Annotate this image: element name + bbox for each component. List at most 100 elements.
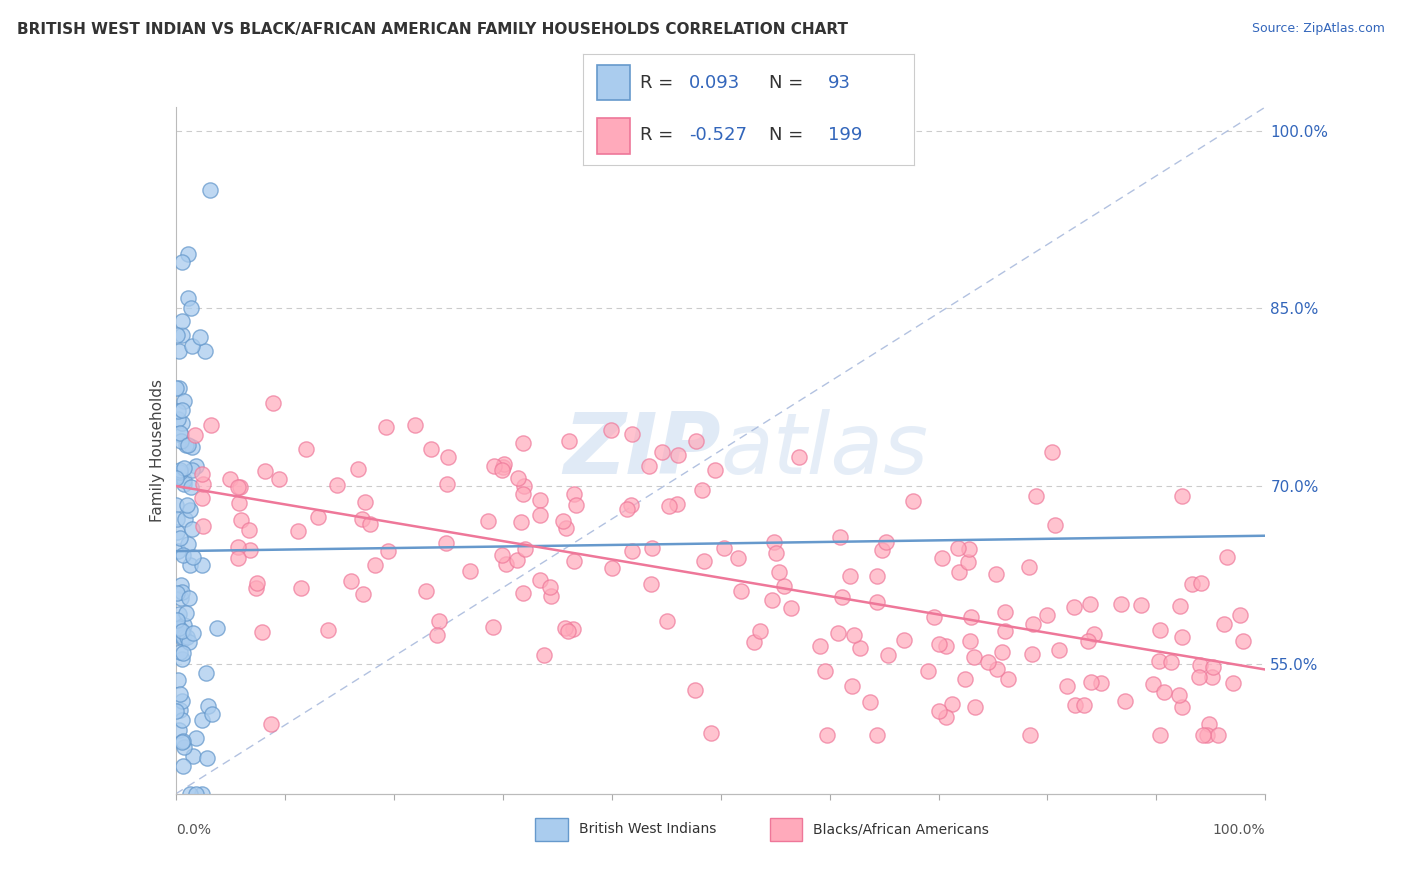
Point — [704, 463, 727, 477]
Point — [170, 694, 193, 708]
Point — [166, 512, 188, 526]
Point — [434, 536, 457, 550]
Point — [984, 567, 1007, 582]
Point — [538, 580, 561, 594]
Point — [512, 487, 534, 501]
Point — [1202, 660, 1225, 674]
Point — [260, 716, 283, 731]
Point — [1215, 550, 1237, 565]
Text: Source: ZipAtlas.com: Source: ZipAtlas.com — [1251, 22, 1385, 36]
Point — [172, 646, 194, 660]
Point — [953, 673, 976, 687]
Point — [773, 579, 796, 593]
Point — [165, 471, 187, 485]
Point — [316, 623, 339, 637]
Point — [238, 523, 260, 537]
Point — [827, 626, 849, 640]
Point — [198, 183, 221, 197]
Point — [193, 519, 215, 533]
Point — [1170, 630, 1192, 644]
Point — [1129, 598, 1152, 612]
Point — [512, 586, 534, 600]
Point — [1149, 623, 1171, 637]
Text: ZIP: ZIP — [562, 409, 721, 492]
Point — [505, 553, 527, 567]
Point — [167, 544, 190, 558]
Point — [458, 564, 481, 578]
Point — [893, 633, 915, 648]
Point — [621, 543, 644, 558]
Point — [166, 586, 188, 600]
Point — [179, 635, 201, 649]
Point — [179, 787, 201, 801]
Point — [188, 330, 211, 344]
Point — [831, 591, 853, 605]
Point — [172, 402, 194, 417]
Point — [599, 423, 621, 437]
Point — [866, 595, 889, 609]
Point — [935, 710, 957, 724]
Point — [565, 498, 588, 512]
Point — [640, 576, 662, 591]
Point — [787, 450, 810, 465]
Point — [554, 621, 576, 635]
Point — [181, 522, 204, 536]
Point — [557, 624, 579, 638]
Point — [436, 477, 458, 491]
Point — [1073, 698, 1095, 713]
Point — [173, 739, 195, 754]
Point — [166, 524, 188, 539]
Text: atlas: atlas — [721, 409, 928, 492]
Point — [359, 516, 381, 531]
Point — [1078, 597, 1101, 611]
Point — [844, 628, 866, 642]
Point — [173, 394, 195, 409]
Point — [197, 699, 219, 714]
Point — [1114, 694, 1136, 708]
Point — [509, 515, 531, 529]
Point — [226, 540, 249, 554]
Text: 0.093: 0.093 — [689, 73, 741, 92]
Bar — [596, 65, 630, 101]
Point — [946, 541, 969, 555]
Point — [1045, 517, 1067, 532]
Point — [174, 512, 197, 526]
Point — [1201, 670, 1223, 684]
Point — [1171, 699, 1194, 714]
Bar — [536, 818, 568, 841]
Point — [170, 578, 193, 592]
Point — [683, 682, 706, 697]
Point — [956, 555, 979, 569]
Point — [347, 462, 370, 476]
Point — [167, 621, 190, 635]
Point — [730, 584, 752, 599]
Point — [194, 344, 217, 359]
Point — [1018, 560, 1040, 574]
Point — [657, 614, 679, 628]
Point — [1064, 698, 1087, 713]
Point — [180, 480, 202, 494]
Point — [965, 699, 987, 714]
Point — [170, 328, 193, 343]
Point — [748, 624, 770, 638]
Point — [169, 343, 191, 358]
Point — [177, 537, 200, 551]
Point — [492, 459, 515, 474]
Point — [172, 734, 194, 748]
Point — [437, 450, 460, 464]
Point — [262, 396, 284, 410]
Point — [1160, 655, 1182, 669]
Point — [181, 625, 204, 640]
Point — [1036, 608, 1059, 623]
Point — [167, 607, 190, 621]
Point — [170, 428, 193, 442]
Text: N =: N = — [769, 73, 808, 92]
Point — [166, 613, 188, 627]
Point — [427, 615, 450, 629]
Point — [763, 534, 786, 549]
Y-axis label: Family Households: Family Households — [149, 379, 165, 522]
Point — [1189, 576, 1212, 591]
Point — [513, 541, 536, 556]
Point — [1168, 688, 1191, 702]
Point — [177, 591, 200, 605]
